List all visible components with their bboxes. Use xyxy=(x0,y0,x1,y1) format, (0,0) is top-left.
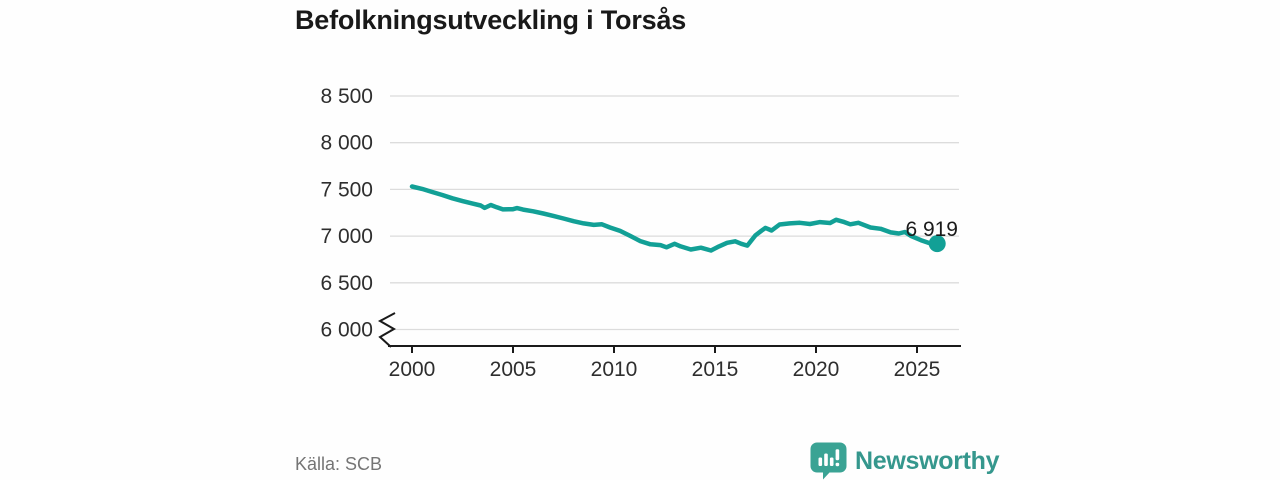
x-axis-tick-label: 2020 xyxy=(793,358,840,381)
y-axis-tick-label: 8 000 xyxy=(320,132,373,155)
latest-value-label: 6 919 xyxy=(905,218,958,241)
x-axis-tick-label: 2010 xyxy=(591,358,638,381)
newsworthy-logo: Newsworthy xyxy=(810,442,1000,480)
x-axis-tick-label: 2015 xyxy=(692,358,739,381)
y-axis-tick-label: 6 000 xyxy=(320,319,373,342)
source-attribution: Källa: SCB xyxy=(295,454,383,474)
newsworthy-wordmark: Newsworthy xyxy=(855,446,1000,475)
latest-value-dot xyxy=(928,235,946,253)
y-axis-tick-label: 7 000 xyxy=(320,225,373,248)
bar-chart-speech-bubble-icon xyxy=(810,442,847,480)
x-axis-tick-label: 2005 xyxy=(490,358,537,381)
y-axis-tick-label: 6 500 xyxy=(320,272,373,295)
population-series-line xyxy=(409,184,940,253)
x-axis-tick-label: 2025 xyxy=(894,358,941,381)
chart-title: Befolkningsutveckling i Torsås xyxy=(295,5,687,35)
y-axis-break-squiggle xyxy=(377,312,397,348)
y-axis-tick-label: 8 500 xyxy=(320,85,373,108)
y-axis-tick-label: 7 500 xyxy=(320,178,373,201)
x-axis-tick-label: 2000 xyxy=(389,358,436,381)
